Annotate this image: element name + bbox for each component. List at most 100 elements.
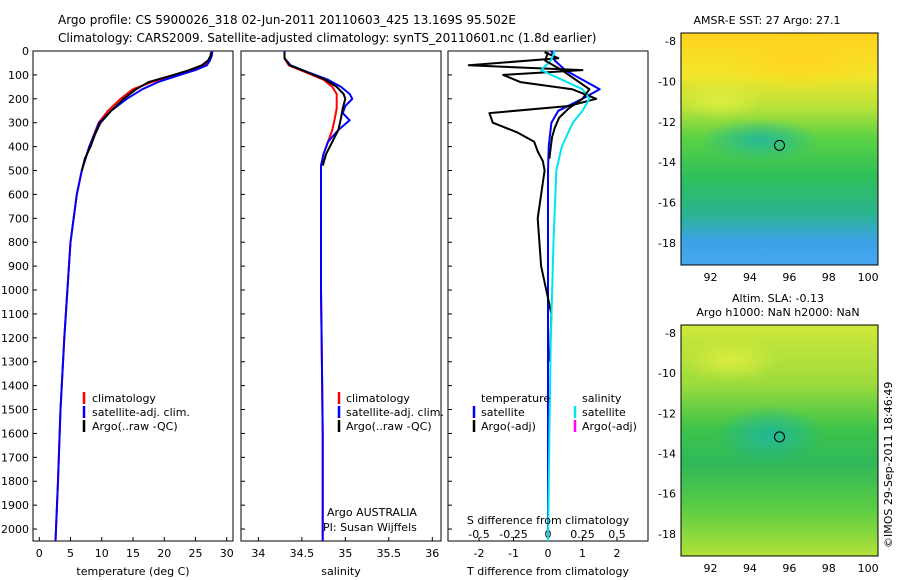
legend-label-temperature-satellite: satellite	[481, 406, 525, 419]
legend-label-argo: Argo(..raw -QC)	[92, 420, 178, 433]
x-tick-label: 15	[126, 547, 140, 560]
temperature-panel-frame	[32, 50, 234, 542]
depth-tick-label: 1800	[1, 475, 29, 488]
map-y-tick-label: -16	[658, 488, 676, 501]
map-y-tick-label: -10	[658, 367, 676, 380]
depth-tick-label: 1200	[1, 332, 29, 345]
depth-tick-label: 100	[8, 69, 29, 82]
sst-map-title: AMSR-E SST: 27 Argo: 27.1	[693, 14, 840, 27]
x-tick-label: -2	[474, 547, 485, 560]
depth-tick-label: 0	[22, 45, 29, 58]
x-tick-label: 5	[67, 547, 74, 560]
legend-label-satellite: satellite-adj. clim.	[346, 406, 444, 419]
sst-map	[675, 30, 880, 266]
sst-warm-patch	[720, 30, 880, 90]
map-y-tick-label: -12	[658, 407, 676, 420]
sla-low-patch	[715, 405, 825, 465]
profile-line-argo-raw-qc-	[283, 52, 347, 166]
profile-line-climatology	[283, 51, 338, 541]
legend-label-salinity-satellite: satellite	[582, 406, 626, 419]
profile-line-temperature-satellite	[547, 50, 601, 541]
sla-map-subtitle: Argo h1000: NaN h2000: NaN	[696, 306, 859, 319]
legend-label-satellite: satellite-adj. clim.	[92, 406, 190, 419]
map-x-tick-label: 98	[822, 562, 836, 575]
profile-line-climatology	[54, 50, 213, 542]
map-x-tick-label: 96	[782, 271, 796, 284]
x-tick-label: 10	[95, 547, 109, 560]
depth-tick-label: 1100	[1, 308, 29, 321]
sst-map-frame	[680, 32, 879, 266]
depth-tick-label: 1300	[1, 356, 29, 369]
map-x-tick-label: 94	[743, 562, 757, 575]
depth-tick-label: 800	[8, 236, 29, 249]
map-y-tick-label: -14	[658, 156, 676, 169]
argo-location-marker	[774, 139, 785, 151]
map-x-tick-label: 94	[743, 271, 757, 284]
x-tick-label: 36	[425, 547, 439, 560]
profile-line-salinity-satellite	[540, 50, 591, 542]
salinity-legend: climatology satellite-adj. clim. Argo(..…	[337, 392, 444, 433]
map-x-tick-label: 96	[782, 562, 796, 575]
depth-tick-label: 300	[8, 117, 29, 130]
x-tick-label: 0	[36, 547, 43, 560]
x-tick-label: 1	[579, 547, 586, 560]
sst-light-patch	[675, 80, 765, 120]
legend-label-argo: Argo(..raw -QC)	[346, 420, 432, 433]
profile-line-satellite-adj-clim-	[54, 50, 214, 542]
sla-map	[680, 324, 879, 557]
map-y-tick-label: -12	[658, 116, 676, 129]
difference-temperature-legend: temperature satellite Argo(-adj)	[472, 392, 550, 433]
x-tick-label: 35	[338, 547, 352, 560]
x-tick-label: 0	[545, 547, 552, 560]
map-x-tick-label: 92	[704, 271, 718, 284]
x-axis-label: salinity	[321, 565, 361, 578]
sla-map-frame	[680, 324, 879, 557]
difference-salinity-legend: salinity satellite Argo(-adj)	[573, 392, 637, 433]
depth-tick-label: 900	[8, 260, 29, 273]
map-y-tick-label: -18	[658, 528, 676, 541]
depth-tick-label: 1500	[1, 404, 29, 417]
depth-tick-label: 500	[8, 165, 29, 178]
legend-label-temperature-argo: Argo(-adj)	[481, 420, 536, 433]
map-y-tick-label: -18	[658, 237, 676, 250]
map-x-tick-label: 100	[858, 562, 879, 575]
legend-title-temperature: temperature	[481, 392, 550, 405]
legend-label-climatology: climatology	[92, 392, 156, 405]
map-y-tick-label: -16	[658, 196, 676, 209]
x-axis-label: temperature (deg C)	[76, 565, 189, 578]
legend-title-salinity: salinity	[582, 392, 622, 405]
map-y-tick-label: -8	[665, 35, 676, 48]
depth-tick-label: 700	[8, 212, 29, 225]
salinity-panel-frame	[240, 50, 442, 542]
sst-cool-patch	[700, 118, 820, 162]
map-x-tick-label: 92	[704, 562, 718, 575]
s-difference-tick-label: 0.5	[608, 528, 626, 541]
depth-tick-label: 1900	[1, 499, 29, 512]
s-difference-tick-label: -0.5	[468, 528, 489, 541]
x-axis-label: T difference from climatology	[466, 565, 629, 578]
depth-tick-label: 1600	[1, 427, 29, 440]
x-tick-label: -1	[508, 547, 519, 560]
header-line-1: Argo profile: CS 5900026_318 02-Jun-2011…	[58, 13, 516, 27]
x-tick-label: 35.5	[377, 547, 402, 560]
x-tick-label: 34.5	[290, 547, 315, 560]
x-tick-label: 34	[251, 547, 265, 560]
map-y-tick-label: -8	[665, 327, 676, 340]
imos-timestamp: ©IMOS 29-Sep-2011 18:46:49	[882, 382, 895, 548]
temperature-legend: climatology satellite-adj. clim. Argo(..…	[82, 392, 190, 433]
map-x-tick-label: 98	[822, 271, 836, 284]
depth-tick-label: 200	[8, 93, 29, 106]
legend-label-salinity-argo: Argo(-adj)	[582, 420, 637, 433]
s-difference-tick-label: 0.25	[570, 528, 595, 541]
map-x-tick-label: 100	[858, 271, 879, 284]
depth-tick-label: 1000	[1, 284, 29, 297]
profile-line-satellite-adj-clim-	[283, 51, 354, 541]
float-annotation-line-1: Argo AUSTRALIA	[327, 506, 417, 519]
map-y-tick-label: -14	[658, 448, 676, 461]
depth-tick-label: 600	[8, 188, 29, 201]
depth-tick-label: 1700	[1, 451, 29, 464]
float-annotation-line-2: PI: Susan Wijffels	[323, 521, 417, 534]
s-difference-axis-label: S difference from climatology	[467, 514, 630, 527]
x-tick-label: 30	[220, 547, 234, 560]
profile-line-argo-raw-qc-	[80, 52, 213, 171]
